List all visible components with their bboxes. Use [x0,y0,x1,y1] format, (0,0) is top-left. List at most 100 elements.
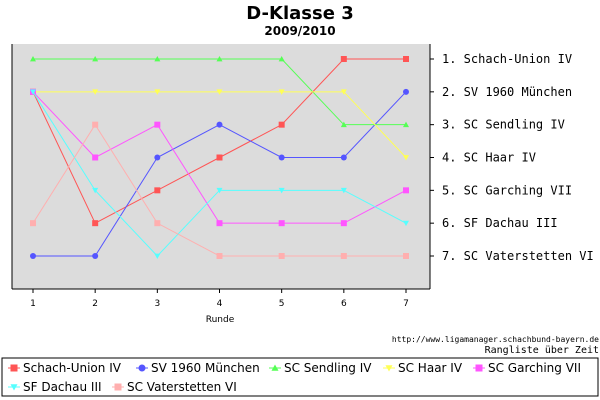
data-point [278,121,285,128]
legend-item: SC Sendling IV [269,361,372,375]
chart-subtitle: 2009/2010 [264,24,335,38]
data-point [278,89,285,95]
data-point [340,89,347,95]
data-point [278,220,285,227]
legend-item: SC Haar IV [383,361,463,375]
series-layer [30,56,409,259]
data-point [154,121,161,128]
data-point [403,88,409,95]
data-point [30,56,36,62]
data-point [403,56,409,62]
plot-area [12,44,430,289]
x-axis-ticks: 1 2 3 4 5 6 7 [30,289,409,309]
data-point [154,220,161,227]
legend-item: SC Garching VII [473,361,581,375]
data-point [30,220,36,227]
series-3 [30,89,409,161]
rank-labels: 1. Schach-Union IV 2. SV 1960 München 3. S… [442,52,594,263]
source-note: http://www.ligamanager.schachbund-bayern… [392,335,599,344]
data-point [475,364,483,372]
legend-label: SC Garching VII [488,361,581,375]
data-point [92,89,99,95]
data-point [10,384,18,391]
chart-title: D-Klasse 3 [246,3,353,24]
data-point [278,56,285,62]
data-point [216,121,223,128]
rank-label: 6. SF Dachau III [442,216,558,230]
rank-label: 7. SC Vaterstetten VI [442,249,594,263]
data-point [271,364,279,371]
x-tick-label: 4 [217,299,223,309]
data-point [92,220,99,227]
data-point [216,187,223,194]
data-point [92,121,99,128]
data-point [92,56,99,62]
data-point [403,220,409,227]
data-point [154,253,161,259]
rank-label: 3. SC Sendling IV [442,118,565,132]
legend-item: SF Dachau III [8,380,102,394]
series-6 [30,121,409,259]
data-point [30,253,36,259]
data-point [403,155,409,161]
data-point [154,187,161,194]
rank-label: 4. SC Haar IV [442,151,536,165]
data-point [114,383,122,391]
legend-label: SC Haar IV [398,361,463,375]
rank-label: 2. SV 1960 München [442,85,572,99]
x-tick-label: 3 [154,299,160,309]
legend-item: Schach-Union IV [8,361,122,375]
data-point [278,154,285,161]
data-point [216,89,223,95]
legend: Schach-Union IV SV 1960 München SC Sendlin… [8,361,581,394]
caption-note: Rangliste über Zeit [485,345,599,356]
legend-label: SV 1960 München [151,361,260,375]
data-point [403,253,409,259]
series-2 [30,56,409,128]
data-point [154,56,161,62]
data-point [340,253,347,259]
legend-item: SC Vaterstetten VI [112,380,237,394]
legend-label: Schach-Union IV [23,361,122,375]
data-point [92,253,99,259]
data-point [403,121,409,128]
data-point [340,220,347,227]
x-tick-label: 7 [403,299,409,309]
data-point [216,56,223,62]
data-point [30,89,36,95]
data-point [216,154,223,161]
legend-item: SV 1960 München [136,361,260,375]
data-point [92,187,99,194]
series-4 [30,88,409,227]
data-point [403,187,409,194]
rank-label: 1. Schach-Union IV [442,52,572,66]
x-tick-label: 6 [341,299,347,309]
legend-label: SC Vaterstetten VI [127,380,237,394]
series-5 [30,89,409,259]
data-point [138,364,146,372]
data-point [154,154,161,161]
data-point [340,121,347,128]
legend-box [1,357,599,397]
data-point [340,187,347,194]
rank-axis-ticks [430,58,434,257]
data-point [92,154,99,161]
data-point [340,154,347,161]
series-1 [30,88,409,259]
x-tick-label: 1 [30,299,36,309]
x-tick-label: 2 [92,299,98,309]
rank-label: 5. SC Garching VII [442,183,572,197]
data-point [216,253,223,259]
legend-label: SF Dachau III [23,380,102,394]
data-point [278,187,285,194]
x-axis-label: Runde [206,315,235,325]
legend-label: SC Sendling IV [284,361,372,375]
data-point [278,253,285,259]
data-point [154,89,161,95]
data-point [216,220,223,227]
data-point [340,56,347,62]
x-tick-label: 5 [279,299,285,309]
data-point [10,364,18,372]
data-point [385,365,393,372]
